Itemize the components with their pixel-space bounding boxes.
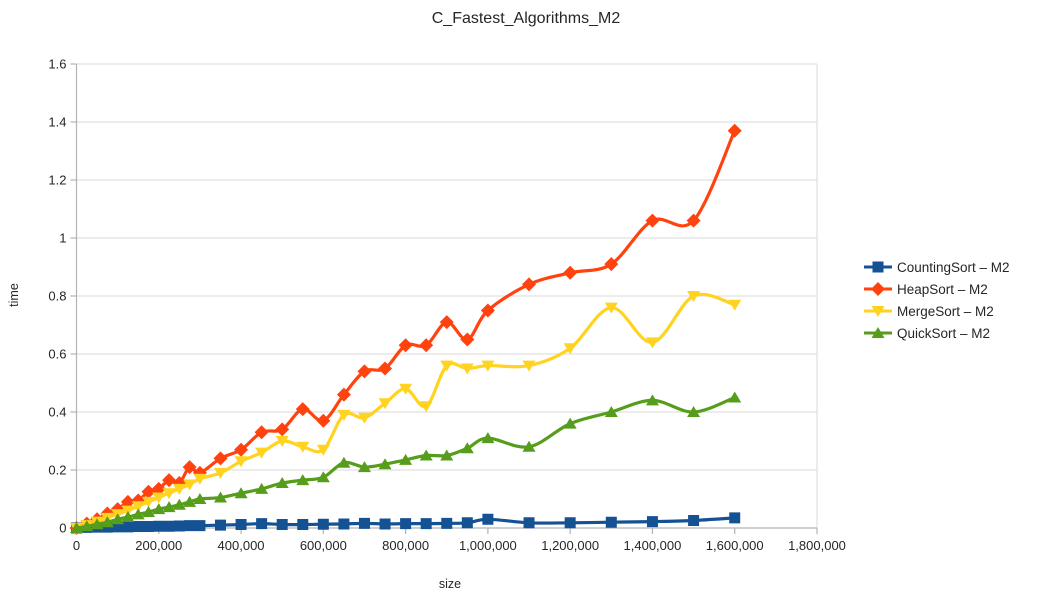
series-line-mergesort-m2 — [74, 292, 737, 530]
x-tick-label: 200,000 — [135, 538, 182, 553]
series-markers-quicksort-m2 — [70, 391, 742, 533]
y-tick-label: 1 — [59, 231, 66, 246]
legend-item-quicksort-m2: QuickSort – M2 — [864, 325, 1010, 341]
legend-item-heapsort-m2: HeapSort – M2 — [864, 281, 1010, 297]
legend-label: CountingSort – M2 — [897, 259, 1010, 275]
legend-label: HeapSort – M2 — [897, 281, 988, 297]
series-markers-mergesort-m2 — [70, 291, 742, 534]
legend-swatch-marker — [871, 282, 885, 296]
legend-swatch-triangle-down-icon — [864, 306, 892, 317]
legend-item-countingsort-m2: CountingSort – M2 — [864, 259, 1010, 275]
x-tick-label: 0 — [73, 538, 80, 553]
legend-label: QuickSort – M2 — [897, 325, 991, 341]
x-tick-label: 1,600,000 — [706, 538, 764, 553]
series-markers-countingsort-m2 — [71, 512, 741, 534]
y-tick-label: 0 — [59, 521, 66, 536]
y-tick-label: 1.2 — [48, 173, 66, 188]
legend-swatch-triangle-up-icon — [864, 327, 892, 338]
legend-swatch-diamond-icon — [864, 282, 892, 296]
x-tick-label: 1,400,000 — [624, 538, 682, 553]
legend-item-mergesort-m2: MergeSort – M2 — [864, 303, 1010, 319]
y-axis-title: time — [7, 283, 21, 307]
legend-swatch-square-icon — [864, 261, 892, 273]
chart-title: C_Fastest_Algorithms_M2 — [431, 10, 621, 27]
x-tick-label: 1,000,000 — [459, 538, 517, 553]
series-markers-heapsort-m2 — [69, 123, 742, 535]
x-axis-title: size — [438, 577, 462, 591]
legend-swatch-marker — [872, 261, 884, 273]
y-tick-label: 0.4 — [48, 405, 66, 420]
x-tick-label: 1,200,000 — [541, 538, 599, 553]
x-tick-label: 400,000 — [218, 538, 265, 553]
y-tick-label: 0.6 — [48, 347, 66, 362]
legend-label: MergeSort – M2 — [897, 303, 994, 319]
x-tick-label: 800,000 — [382, 538, 429, 553]
y-tick-label: 0.8 — [48, 289, 66, 304]
x-tick-label: 1,800,000 — [788, 538, 846, 553]
y-tick-label: 0.2 — [48, 463, 66, 478]
legend-swatch-marker — [871, 306, 885, 317]
legend: CountingSort – M2 HeapSort – M2 MergeSort … — [864, 259, 1010, 347]
legend-swatch-marker — [871, 327, 885, 338]
x-tick-label: 600,000 — [300, 538, 347, 553]
y-tick-label: 1.4 — [48, 115, 66, 130]
y-tick-label: 1.6 — [48, 57, 66, 72]
